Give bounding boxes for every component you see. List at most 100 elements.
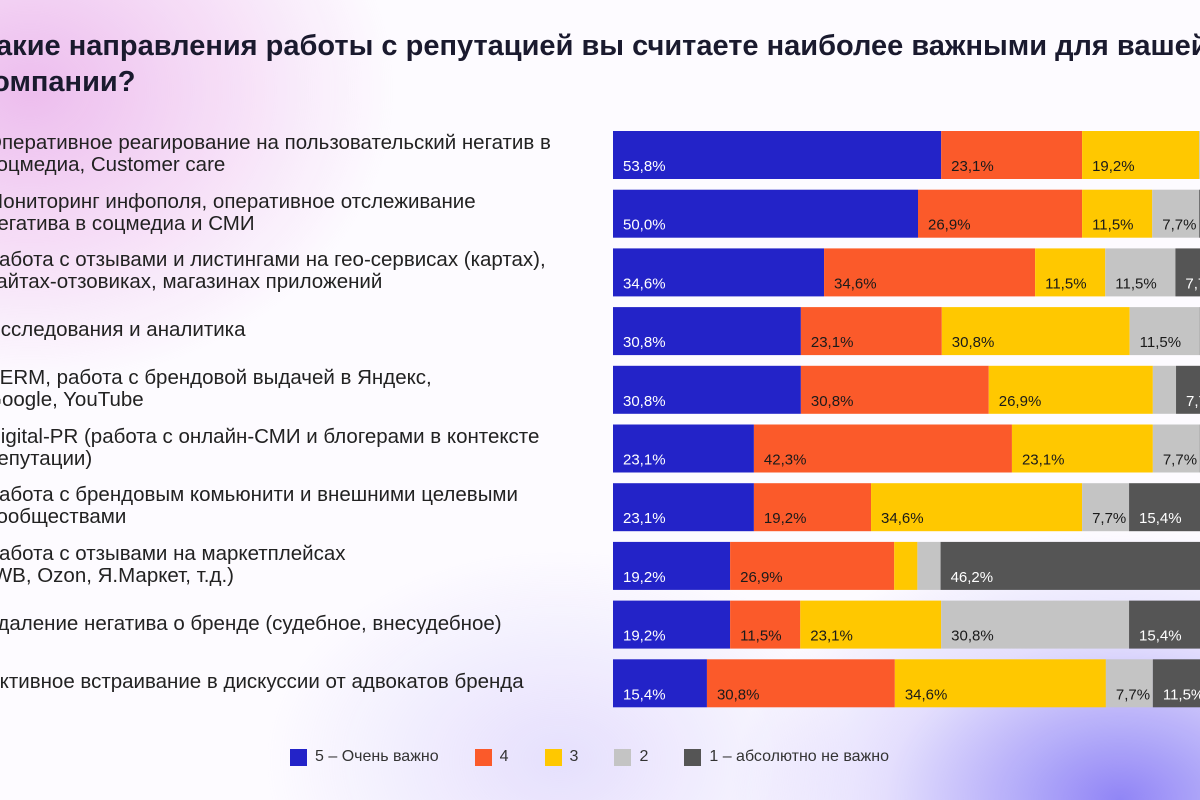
data-label: 11,5% (740, 628, 781, 645)
category-label: Работа с отзывами и листингами на гео-се… (0, 249, 610, 293)
data-label: 19,2% (623, 569, 666, 586)
legend-swatch (474, 748, 492, 766)
data-label: 23,1% (623, 452, 666, 469)
bar-segment (918, 189, 1083, 238)
bar-segment (1152, 424, 1200, 473)
category-label-line: Удаление негатива о бренде (судебное, вн… (0, 611, 502, 635)
data-label: 50,0% (623, 217, 666, 234)
data-label: 23,1% (951, 158, 994, 175)
data-label: 46,2% (951, 569, 994, 586)
bar-segment (1152, 659, 1200, 708)
bar-segment (613, 365, 801, 414)
bar-segment (1175, 248, 1200, 297)
category-label: Исследования и аналитика (0, 319, 610, 341)
data-label: 53,8% (623, 158, 666, 175)
bar-segment (824, 248, 1036, 297)
legend-label: 1 – абсолютно не важно (709, 748, 889, 765)
data-label: 23,1% (623, 510, 666, 527)
chart-title: Какие направления работы с репутацией вы… (0, 28, 1200, 100)
data-label: 23,1% (1022, 452, 1065, 469)
bar-segment (1082, 189, 1153, 238)
data-label: 15,4% (623, 686, 666, 703)
category-label-line: Активное встраивание в дискуссии от адво… (0, 670, 524, 694)
bar-segment (613, 131, 942, 179)
data-label: 11,5% (1140, 334, 1181, 351)
legend-item: 3 (544, 748, 579, 766)
bar-segment (1035, 248, 1106, 297)
bar-segment (1082, 483, 1130, 532)
data-label: 23,1% (811, 334, 854, 351)
chart-title-line-2: компании? (0, 66, 136, 98)
bar-segment (613, 483, 754, 532)
bar-segment (988, 365, 1153, 414)
category-label-line: Работа с отзывами на маркетплейсах (0, 541, 346, 565)
bar-segment (940, 541, 1200, 590)
legend-swatch (614, 748, 632, 766)
category-label: Работа с брендовым комьюнити и внешними … (0, 484, 610, 528)
bar-segment (941, 307, 1130, 356)
data-label: 42,3% (764, 452, 807, 469)
category-label: Digital-PR (работа с онлайн-СМИ и блогер… (0, 425, 610, 470)
bar-segment (730, 600, 801, 649)
category-label-line: Работа с отзывами и листингами на гео-се… (0, 248, 546, 272)
bar-segment (753, 424, 1012, 473)
chart-legend: 5 – Очень важно 4 3 2 1 – абсолютно не важно (290, 745, 925, 769)
chart-title-line-1: Какие направления работы с репутацией вы… (0, 30, 1200, 62)
data-label: 30,8% (623, 334, 666, 351)
bar-segment (1105, 248, 1176, 297)
bar-segment (613, 189, 918, 238)
data-label: 11,5% (1115, 275, 1156, 292)
bar-segment (613, 600, 731, 649)
bar-segment (1011, 424, 1153, 473)
data-label: 7,7% (1116, 686, 1150, 703)
category-label-line: Исследования и аналитика (0, 318, 246, 342)
bar-segment (894, 659, 1106, 708)
data-label: 30,8% (811, 393, 854, 410)
category-label-line: сообществами (0, 505, 127, 529)
bar-segment (613, 659, 707, 708)
data-label: 26,9% (928, 217, 971, 234)
legend-label: 4 (499, 748, 509, 765)
legend-swatch (544, 748, 562, 766)
category-label: SERM, работа с брендовой выдачей в Яндек… (0, 366, 610, 411)
bar-segment (894, 541, 918, 590)
legend-label: 3 (569, 748, 579, 765)
data-label: 26,9% (999, 393, 1042, 410)
legend-swatch (684, 748, 702, 766)
category-label-line: Оперативное реагирование на пользователь… (0, 131, 551, 154)
bar-segment (800, 365, 989, 414)
legend-item: 2 (614, 748, 648, 766)
data-label: 7,7% (1092, 510, 1126, 527)
legend-item: 1 – абсолютно не важно (684, 748, 889, 766)
category-label: Удаление негатива о бренде (судебное, вн… (0, 611, 610, 635)
data-label: 30,8% (717, 686, 760, 703)
legend-label: 2 (639, 748, 649, 765)
category-label-line: Google, YouTube (0, 387, 144, 411)
legend-item: 4 (474, 748, 509, 766)
category-label-line: негатива в соцмедиа и СМИ (0, 211, 255, 235)
category-label: Активное встраивание в дискуссии от адво… (0, 671, 610, 693)
data-label: 34,6% (623, 275, 666, 292)
legend-swatch (290, 748, 307, 766)
bar-segment (753, 483, 872, 532)
data-label: 34,6% (834, 275, 877, 292)
category-label-line: Мониторинг инфополя, оперативное отслежи… (0, 189, 476, 213)
data-label: 11,5% (1045, 275, 1086, 292)
data-label: 15,4% (1139, 510, 1182, 527)
bar-segment (871, 483, 1083, 532)
bar-segment (1129, 307, 1200, 356)
legend-label: 5 – Очень важно (315, 748, 439, 765)
category-label-line: (WB, Ozon, Я.Маркет, т.д.) (0, 563, 234, 587)
data-label: 30,8% (951, 628, 994, 645)
data-label: 7,7% (1185, 275, 1200, 292)
data-label: 15,4% (1139, 628, 1182, 645)
bar-segment (1082, 131, 1200, 179)
bar-segment (613, 424, 754, 473)
category-label-line: соцмедиа, Customer care (0, 153, 226, 176)
legend-item: 5 – Очень важно (290, 748, 439, 766)
data-label: 7,7% (1186, 393, 1200, 410)
bar-segment (941, 600, 1130, 649)
category-label: Мониторинг инфополя, оперативное отслежи… (0, 189, 610, 235)
data-label: 19,2% (1092, 158, 1135, 175)
